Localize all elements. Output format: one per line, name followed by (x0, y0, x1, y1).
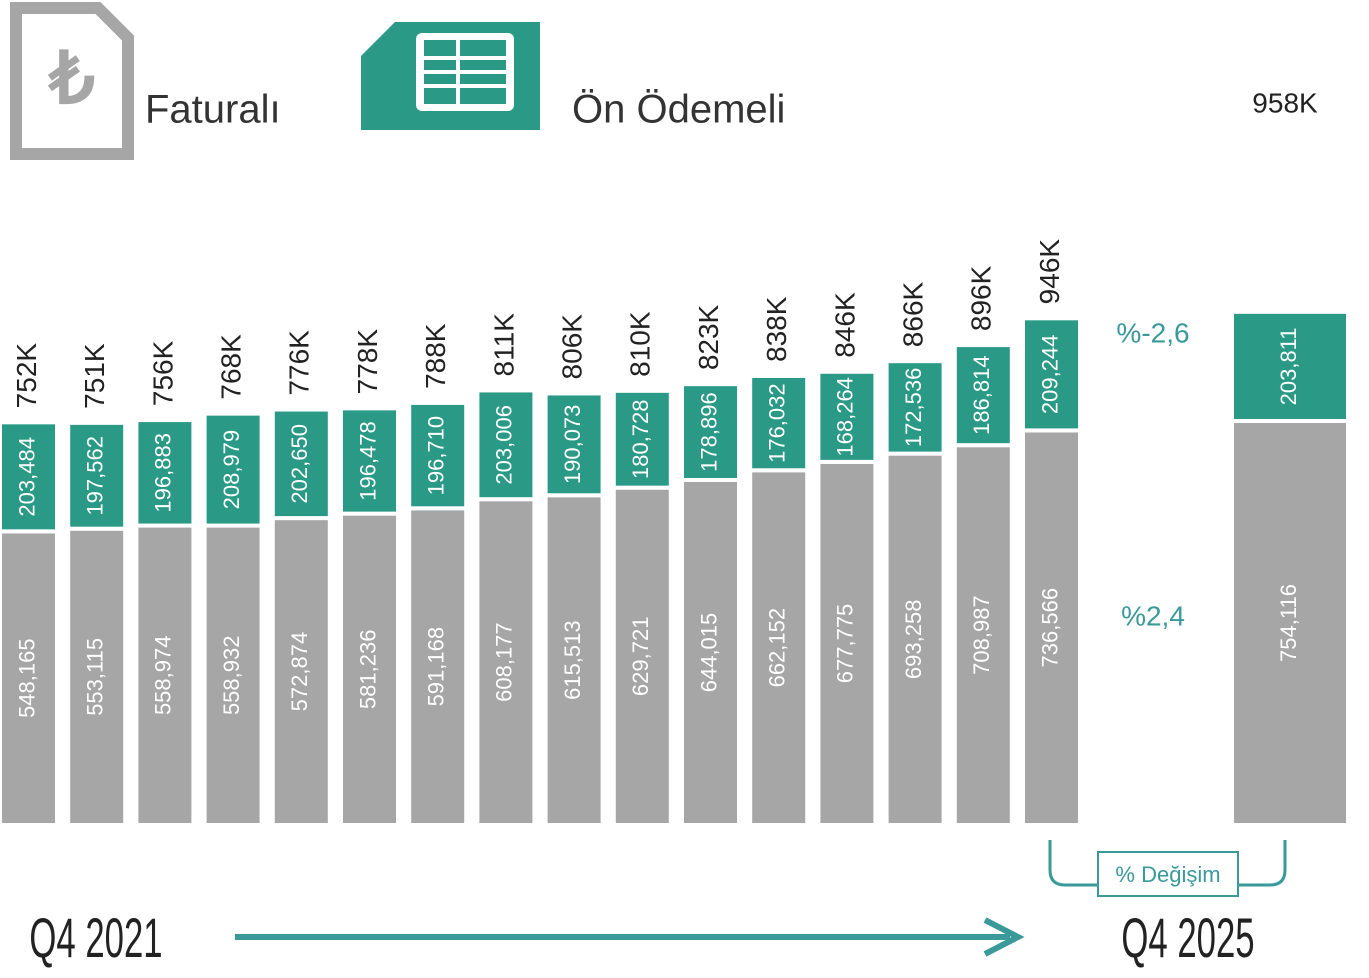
svg-text:₺: ₺ (47, 39, 95, 119)
bar-segment (1021, 316, 1082, 433)
bar-segment (543, 493, 605, 827)
bar-segment (952, 343, 1014, 448)
value-label: 176,032 (765, 383, 790, 463)
bar-segment (611, 388, 673, 490)
value-label: 180,728 (628, 399, 653, 479)
value-label: 615,513 (560, 620, 585, 700)
total-label: 768K (215, 334, 246, 400)
value-label: 591,168 (424, 627, 449, 707)
value-label: 197,562 (83, 436, 108, 516)
annotation: %2,4 (1121, 600, 1185, 631)
change-box (1097, 851, 1239, 897)
total-label: 788K (420, 323, 451, 389)
value-label: 186,814 (969, 355, 994, 435)
bar-segment (270, 407, 332, 521)
bar-segment (816, 369, 878, 464)
bar-segment (339, 406, 400, 516)
total-label: 866K (897, 281, 928, 347)
x-tick-label: Q4 2025 (1121, 906, 1254, 969)
value-label: 558,974 (151, 636, 176, 716)
value-label: 662,152 (765, 608, 790, 688)
value-label: 208,979 (219, 430, 244, 510)
total-label: 946K (1034, 239, 1065, 305)
bar-segment (543, 391, 605, 498)
legend-label: Faturalı (145, 88, 281, 132)
value-label: 629,721 (628, 617, 653, 697)
value-label: 190,073 (560, 405, 585, 485)
bar-segment (884, 451, 946, 827)
value-label: 754,116 (1276, 584, 1301, 662)
value-label: 677,775 (833, 604, 858, 684)
bar-segment (66, 420, 128, 531)
total-label: 778K (352, 329, 383, 395)
value-label: 572,874 (287, 632, 312, 712)
bar-segment (680, 382, 741, 482)
bar-segment (611, 485, 673, 827)
bar-segment (475, 497, 537, 827)
bar-segment (202, 411, 264, 528)
value-label: 581,236 (355, 630, 380, 710)
bar-segment (884, 359, 946, 456)
value-label: 203,484 (14, 437, 39, 517)
total-label: 838K (761, 296, 792, 362)
value-label: 202,650 (287, 424, 312, 504)
total-label: 896K (966, 265, 997, 331)
bar-segment (748, 373, 810, 473)
bar-segment (475, 388, 537, 502)
legend-label: Ön Ödemeli (572, 88, 785, 132)
annotation: %-2,6 (1116, 317, 1189, 348)
total-label: 751K (79, 343, 110, 409)
total-label: 811K (488, 313, 519, 377)
value-label: 178,896 (696, 392, 721, 472)
bar-segment (339, 511, 400, 828)
bar-segment (680, 477, 741, 827)
value-label: 558,932 (219, 636, 244, 716)
bar-segment (1230, 419, 1350, 827)
postpaid-icon: ₺ (10, 2, 134, 160)
value-label: 209,244 (1037, 335, 1062, 415)
bar-segment (1230, 309, 1350, 424)
value-label: 168,264 (833, 377, 858, 457)
value-label: 196,883 (151, 433, 176, 513)
total-label: 810K (625, 311, 656, 377)
x-tick-label: Q4 2021 (29, 906, 162, 969)
bar-segment (0, 529, 59, 827)
bar-segment (66, 526, 128, 828)
bar-segment (0, 420, 59, 534)
value-label: 553,115 (83, 638, 108, 716)
value-label: 548,165 (14, 638, 39, 718)
value-label: 644,015 (696, 613, 721, 693)
value-label: 693,258 (901, 600, 926, 680)
arrow-head (983, 917, 1025, 957)
value-label: 172,536 (901, 368, 926, 448)
total-label: 846K (829, 292, 860, 358)
total-label: 776K (284, 330, 315, 396)
bar-segment (1021, 428, 1082, 827)
bar-segment (270, 516, 332, 827)
total-label: 823K (693, 304, 724, 370)
total-label: 752K (11, 343, 42, 409)
prepaid-icon (361, 22, 540, 130)
value-label: 196,478 (355, 421, 380, 501)
annotation: % Değişim (1115, 862, 1220, 887)
value-label: 708,987 (969, 595, 994, 675)
bar-segment (407, 400, 469, 511)
bar-segment (134, 418, 196, 528)
value-label: 203,811 (1276, 327, 1301, 405)
value-label: 196,710 (424, 416, 449, 496)
value-label: 608,177 (492, 622, 517, 702)
total-label: 756K (147, 340, 178, 406)
value-label: 736,566 (1037, 588, 1062, 668)
value-label: 203,006 (492, 405, 517, 485)
total-label: 806K (556, 314, 587, 380)
total-label: 958K (1252, 87, 1318, 118)
